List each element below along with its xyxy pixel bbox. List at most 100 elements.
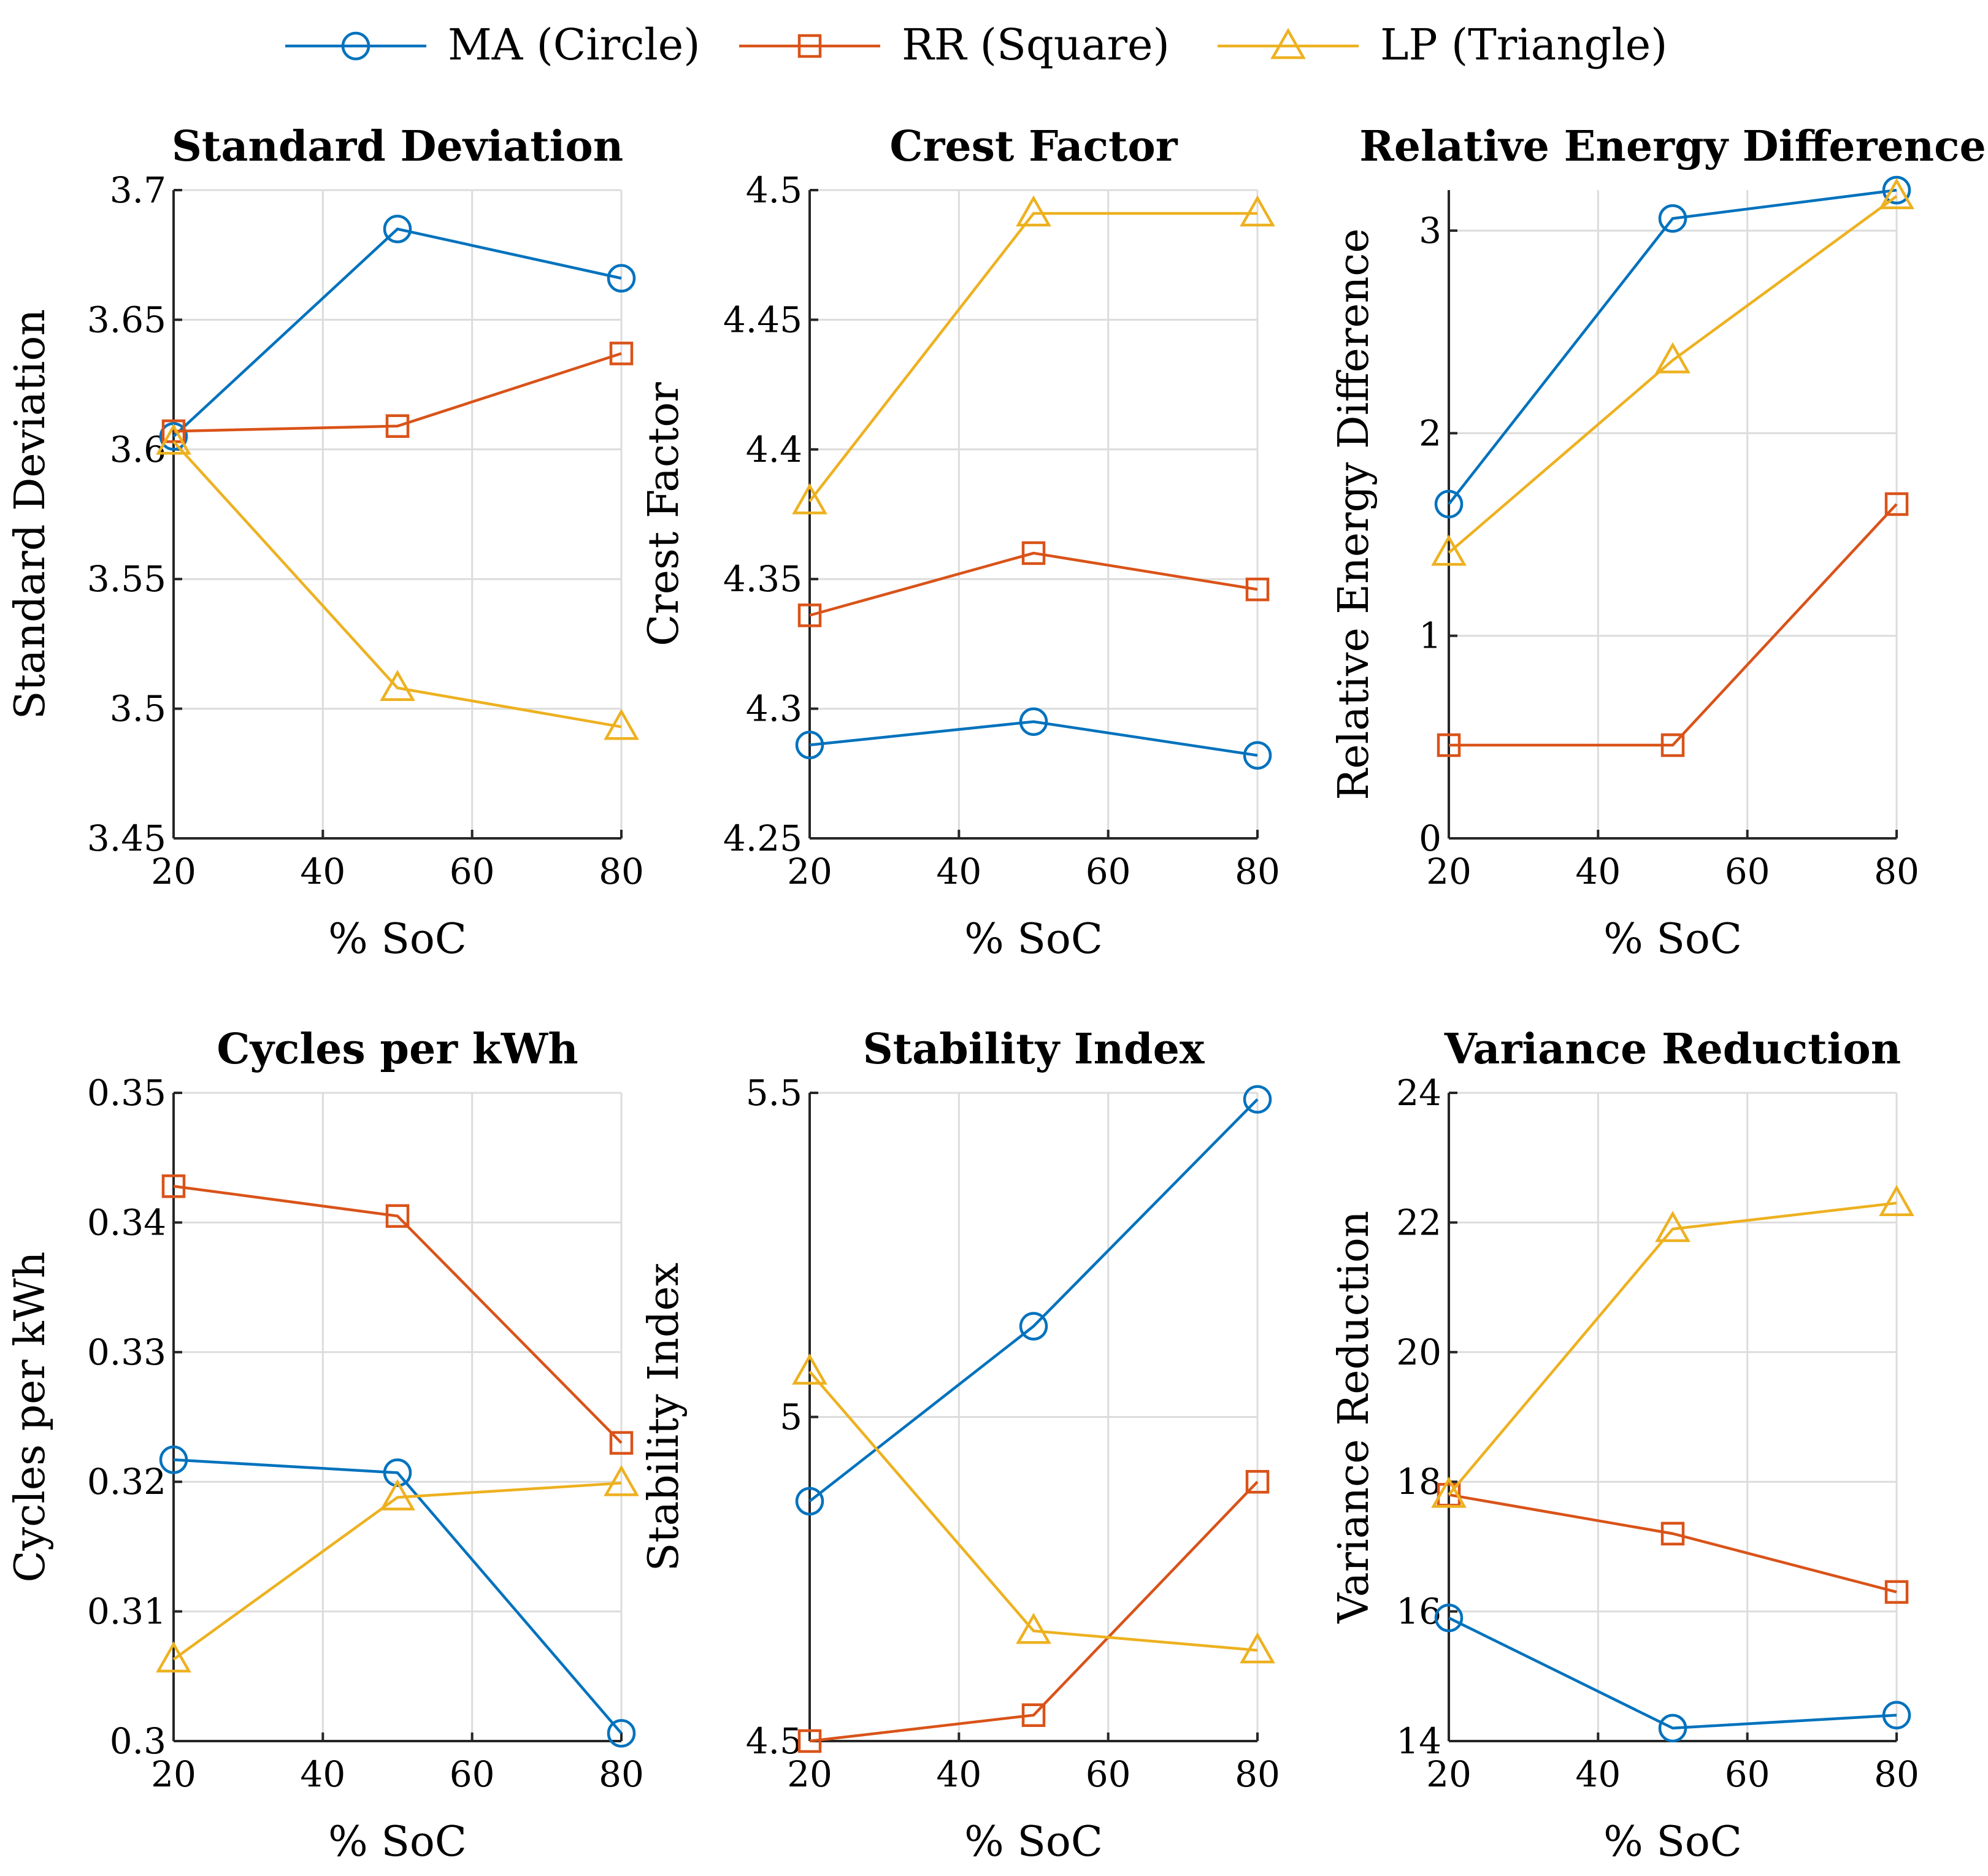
x-axis-label: % SoC <box>964 1818 1103 1866</box>
data-point-circle <box>1243 741 1272 770</box>
series-ma-circle <box>159 1445 636 1748</box>
legend-marker-square <box>797 34 822 58</box>
data-point-triangle <box>1016 195 1051 227</box>
data-point-circle <box>1882 175 1911 205</box>
data-point-triangle <box>604 1464 639 1496</box>
data-point-circle <box>383 215 412 243</box>
y-tick-label: 24 <box>1396 1072 1441 1114</box>
y-tick-label: 0.3 <box>110 1720 166 1762</box>
data-point-triangle <box>1016 1612 1051 1644</box>
data-point-triangle <box>1879 1185 1914 1216</box>
legend-item-ma-circle: MA (Circle) <box>285 20 700 70</box>
y-tick-label: 18 <box>1396 1461 1441 1503</box>
panel-relative-energy-difference: 20 40 60 80 0 1 2 3 Relative Energy Difference % … <box>1330 122 1986 963</box>
data-point-circle <box>1658 1713 1687 1743</box>
chart-title: Variance Reduction <box>1444 1025 1901 1074</box>
data-point-square <box>797 1729 822 1753</box>
y-tick-label: 4.3 <box>746 688 802 730</box>
legend-label: MA (Circle) <box>448 20 700 70</box>
series-line <box>809 1480 1259 1743</box>
legend-label: LP (Triangle) <box>1380 20 1667 70</box>
x-tick-label: 40 <box>1575 851 1621 892</box>
x-tick-label: 40 <box>936 1753 981 1795</box>
y-tick-label: 0.34 <box>87 1201 166 1243</box>
series-line <box>172 440 622 729</box>
series-line <box>173 1458 623 1734</box>
data-point-triangle <box>1431 1476 1467 1508</box>
series-rr-square <box>1437 1483 1909 1604</box>
x-tick-label: 20 <box>787 1753 832 1795</box>
data-point-triangle <box>1431 534 1467 566</box>
x-tick-label: 80 <box>599 1753 644 1795</box>
x-tick-label: 60 <box>450 1753 495 1795</box>
y-tick-label: 3.65 <box>87 299 166 340</box>
series-line <box>808 1371 1258 1652</box>
series-ma-circle <box>1434 1603 1911 1743</box>
legend-item-rr-square: RR (Square) <box>739 20 1170 70</box>
data-point-square <box>1245 1469 1270 1494</box>
x-tick-label: 60 <box>1086 1753 1131 1795</box>
data-point-triangle <box>1879 178 1914 210</box>
data-point-square <box>609 1431 634 1455</box>
data-point-triangle <box>156 1641 191 1673</box>
x-tick-label: 80 <box>1874 1753 1919 1795</box>
data-point-circle <box>159 1445 188 1474</box>
data-point-circle <box>1658 204 1687 233</box>
data-point-square <box>1245 577 1270 602</box>
y-tick-label: 5 <box>780 1396 802 1438</box>
data-point-circle <box>1434 489 1464 519</box>
y-axis-label: Relative Energy Difference <box>1330 228 1378 800</box>
y-tick-label: 4.4 <box>746 429 802 470</box>
panel-crest-factor: 20 40 60 80 4.25 4.3 4.35 4.4 4.45 4.5 Crest Facto… <box>640 122 1280 963</box>
series-lp-triangle <box>1431 1185 1914 1508</box>
x-tick-label: 80 <box>1874 851 1919 892</box>
y-tick-label: 1 <box>1419 615 1441 657</box>
y-tick-label: 4.35 <box>723 558 802 600</box>
series-rr-square <box>161 342 634 443</box>
data-point-triangle <box>380 1479 415 1510</box>
series-ma-circle <box>1434 175 1911 519</box>
x-tick-label: 80 <box>1235 851 1280 892</box>
x-tick-label: 80 <box>599 851 644 892</box>
chart-title: Cycles per kWh <box>217 1025 578 1074</box>
data-point-square <box>1660 733 1685 757</box>
chart-title: Crest Factor <box>889 122 1178 171</box>
series-line <box>808 1098 1259 1503</box>
x-axis-label: % SoC <box>328 1818 467 1866</box>
data-point-circle <box>607 1719 636 1748</box>
x-tick-label: 60 <box>450 851 495 892</box>
chart-title: Stability Index <box>863 1025 1205 1074</box>
y-tick-label: 0.31 <box>87 1591 166 1633</box>
data-point-triangle <box>1240 195 1275 227</box>
y-axis-label: Crest Factor <box>640 382 688 646</box>
data-point-circle <box>1243 1085 1272 1114</box>
x-tick-label: 20 <box>1426 851 1472 892</box>
data-point-circle <box>383 1458 412 1487</box>
data-point-circle <box>607 264 636 293</box>
legend-marker-triangle <box>1270 28 1306 59</box>
x-axis-label: % SoC <box>964 915 1103 963</box>
series-lp-triangle <box>792 1353 1275 1664</box>
panel-stability-index: 20 40 60 80 4.5 5 5.5 Stability Index % SoC Stabi… <box>640 1025 1280 1866</box>
series-lp-triangle <box>156 423 639 740</box>
series-line <box>1448 195 1898 554</box>
series-line <box>1448 188 1897 505</box>
data-point-square <box>161 1174 186 1198</box>
legend: MA (Circle) RR (Square) LP (Triangle) <box>285 20 1667 70</box>
data-point-square <box>1021 541 1046 565</box>
y-tick-label: 0.33 <box>87 1331 166 1373</box>
series-ma-circle <box>795 707 1272 770</box>
x-axis-label: % SoC <box>328 915 467 963</box>
series-line <box>172 1482 622 1661</box>
data-point-square <box>1660 1522 1685 1546</box>
x-tick-label: 20 <box>787 851 832 892</box>
data-point-square <box>1884 492 1909 516</box>
y-tick-label: 3.7 <box>110 169 166 211</box>
series-line <box>809 720 1258 757</box>
series-lp-triangle <box>792 195 1275 515</box>
series-lp-triangle <box>156 1464 639 1673</box>
data-point-square <box>385 1204 410 1228</box>
y-axis-label: Variance Reduction <box>1330 1211 1378 1624</box>
data-point-circle <box>795 1487 824 1516</box>
y-tick-label: 0 <box>1419 817 1441 859</box>
